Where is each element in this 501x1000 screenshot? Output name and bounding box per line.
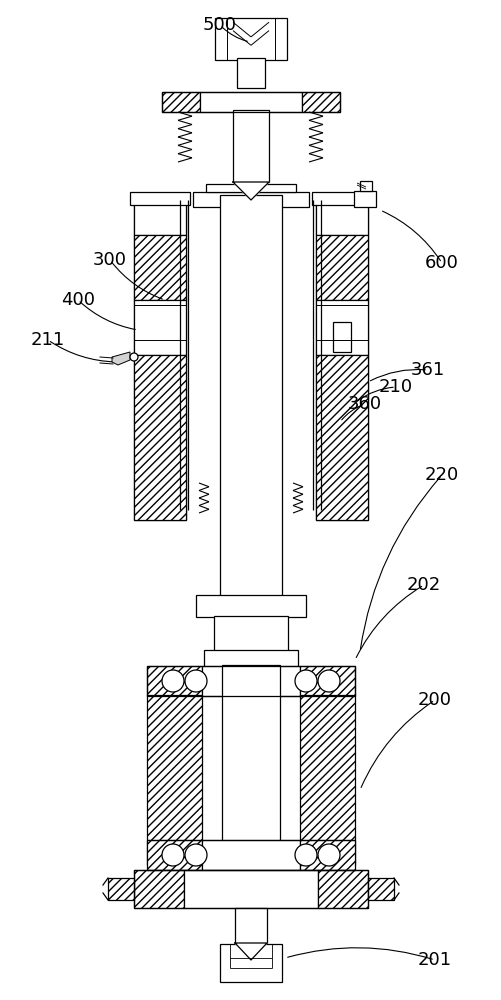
- Bar: [318, 870, 368, 908]
- Bar: [134, 355, 186, 520]
- Circle shape: [162, 844, 184, 866]
- Bar: [354, 191, 376, 207]
- Text: 500: 500: [203, 16, 237, 34]
- Bar: [237, 58, 265, 88]
- Text: 202: 202: [407, 576, 441, 594]
- Bar: [134, 870, 184, 908]
- Bar: [220, 195, 282, 610]
- Bar: [220, 944, 282, 982]
- Bar: [302, 92, 340, 112]
- Circle shape: [295, 670, 317, 692]
- Text: 300: 300: [93, 251, 127, 269]
- Bar: [300, 695, 355, 865]
- Circle shape: [162, 670, 184, 692]
- Circle shape: [318, 844, 340, 866]
- Polygon shape: [235, 943, 267, 960]
- Bar: [312, 192, 372, 205]
- Bar: [333, 322, 351, 352]
- Bar: [162, 92, 200, 112]
- Bar: [235, 908, 267, 943]
- Text: 200: 200: [418, 691, 452, 709]
- Bar: [316, 235, 368, 300]
- Bar: [214, 616, 288, 652]
- Circle shape: [295, 844, 317, 866]
- Bar: [206, 184, 296, 192]
- Text: 211: 211: [31, 331, 65, 349]
- Text: 400: 400: [61, 291, 95, 309]
- Bar: [316, 355, 368, 520]
- Bar: [108, 878, 134, 900]
- Text: 361: 361: [411, 361, 445, 379]
- Bar: [130, 192, 190, 205]
- Text: 600: 600: [425, 254, 459, 272]
- Bar: [233, 110, 269, 182]
- Bar: [200, 92, 302, 112]
- Circle shape: [185, 844, 207, 866]
- Bar: [368, 878, 394, 900]
- Bar: [360, 181, 372, 191]
- Bar: [134, 235, 186, 300]
- Bar: [134, 195, 186, 235]
- Bar: [147, 666, 202, 696]
- Bar: [196, 595, 306, 617]
- Text: 360: 360: [348, 395, 382, 413]
- Bar: [316, 200, 368, 520]
- Bar: [134, 200, 186, 520]
- Circle shape: [318, 670, 340, 692]
- Text: 220: 220: [425, 466, 459, 484]
- Bar: [300, 666, 355, 696]
- Circle shape: [130, 353, 138, 361]
- Text: 201: 201: [418, 951, 452, 969]
- Bar: [300, 840, 355, 870]
- Bar: [134, 300, 186, 355]
- Bar: [204, 650, 298, 668]
- Bar: [193, 192, 309, 207]
- Bar: [184, 870, 318, 908]
- Bar: [316, 195, 368, 235]
- Bar: [147, 695, 202, 865]
- Text: 210: 210: [379, 378, 413, 396]
- Bar: [202, 840, 300, 870]
- Polygon shape: [233, 182, 269, 200]
- Bar: [202, 666, 300, 696]
- Bar: [147, 840, 202, 870]
- Polygon shape: [112, 352, 130, 365]
- Circle shape: [185, 670, 207, 692]
- Bar: [316, 300, 368, 355]
- Bar: [222, 665, 280, 870]
- Bar: [215, 18, 287, 60]
